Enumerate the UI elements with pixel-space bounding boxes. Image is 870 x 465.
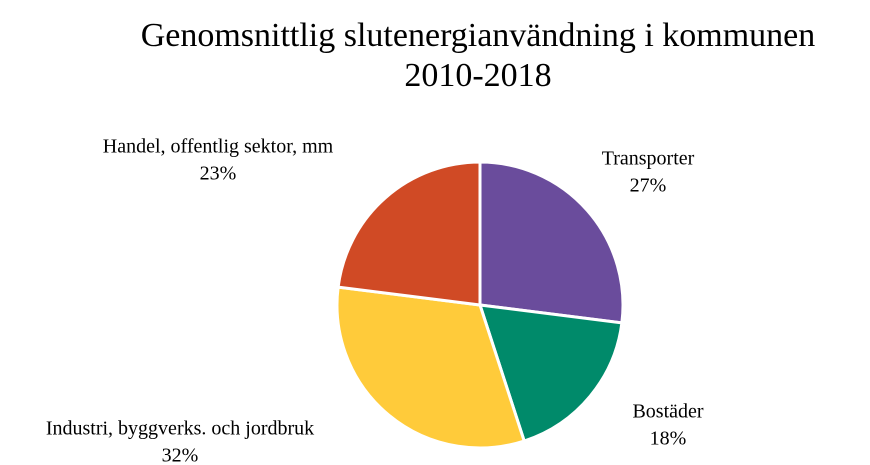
slice-label: Bostäder (632, 401, 703, 423)
slice-label: Industri, byggverks. och jordbruk (46, 418, 314, 440)
slice-label: Handel, offentlig sektor, mm (103, 136, 334, 158)
pie-slice (478, 160, 625, 325)
slice-label: Transporter (602, 148, 695, 170)
slice-value-label: 23% (200, 163, 237, 185)
slice-value-label: 27% (630, 175, 667, 197)
pie-slice (335, 285, 527, 450)
slice-value-label: 18% (650, 428, 687, 450)
pie-slice (336, 160, 482, 307)
pie-slice (477, 303, 624, 443)
slice-value-label: 32% (162, 445, 199, 465)
chart-title: 2010-2018 (404, 57, 551, 94)
chart-title: Genomsnittlig slutenergianvändning i kom… (141, 17, 816, 54)
